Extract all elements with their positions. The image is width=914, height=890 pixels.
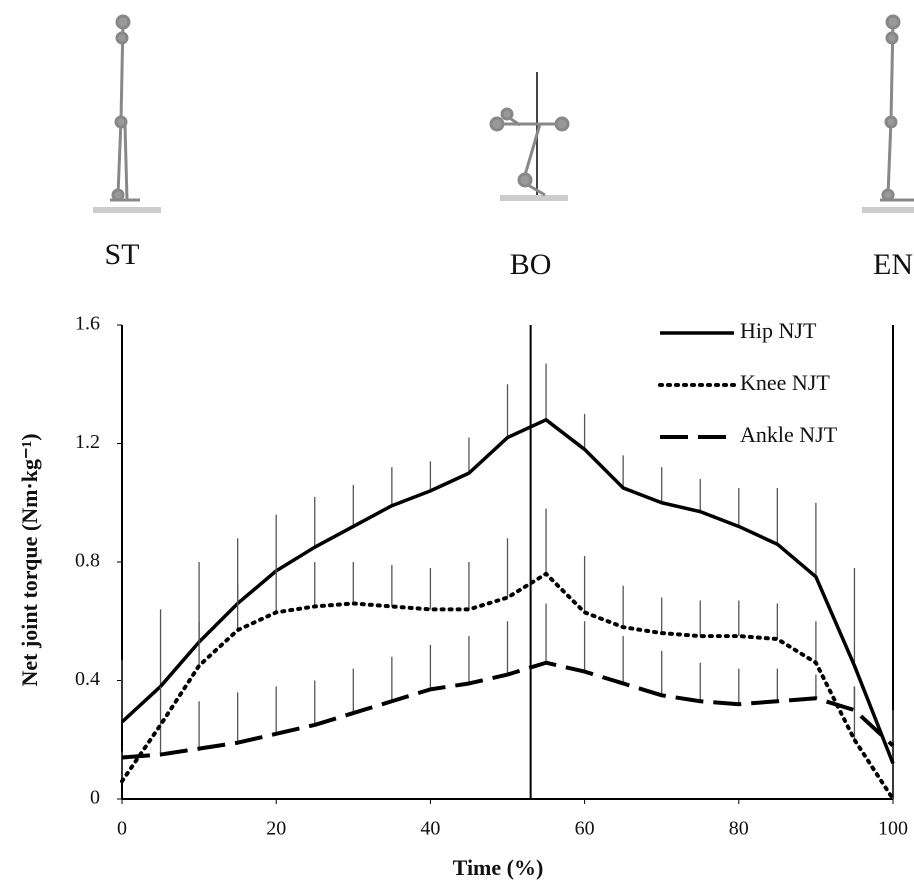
x-tick-label: 80 [729,818,749,840]
series-line [120,418,895,765]
x-tick-label: 0 [117,818,127,840]
x-tick-label: 100 [878,818,908,840]
phase-label: BO [510,248,552,281]
x-tick-label: 40 [420,818,440,840]
legend-label: Hip NJT [740,318,817,343]
legend-label: Knee NJT [740,370,830,395]
phase-label: ST [104,238,139,271]
x-axis-title: Time (%) [453,855,544,880]
series-line [121,660,895,760]
phase-label: EN [873,248,913,281]
stick-figure-breakoff [489,72,570,201]
x-tick-label: 60 [575,818,595,840]
series-line [120,571,895,801]
stick-figure-end [862,14,914,213]
y-tick-label: 0.4 [75,668,100,690]
y-tick-label: 0.8 [75,550,100,572]
x-tick-label: 20 [266,818,286,840]
y-tick-label: 0 [90,787,100,809]
stick-figure-start [93,14,161,213]
y-axis-title: Net joint torque (Nm·kg⁻¹) [17,433,42,686]
y-tick-label: 1.2 [75,431,100,453]
legend-label: Ankle NJT [740,422,838,447]
y-tick-label: 1.6 [75,313,100,335]
